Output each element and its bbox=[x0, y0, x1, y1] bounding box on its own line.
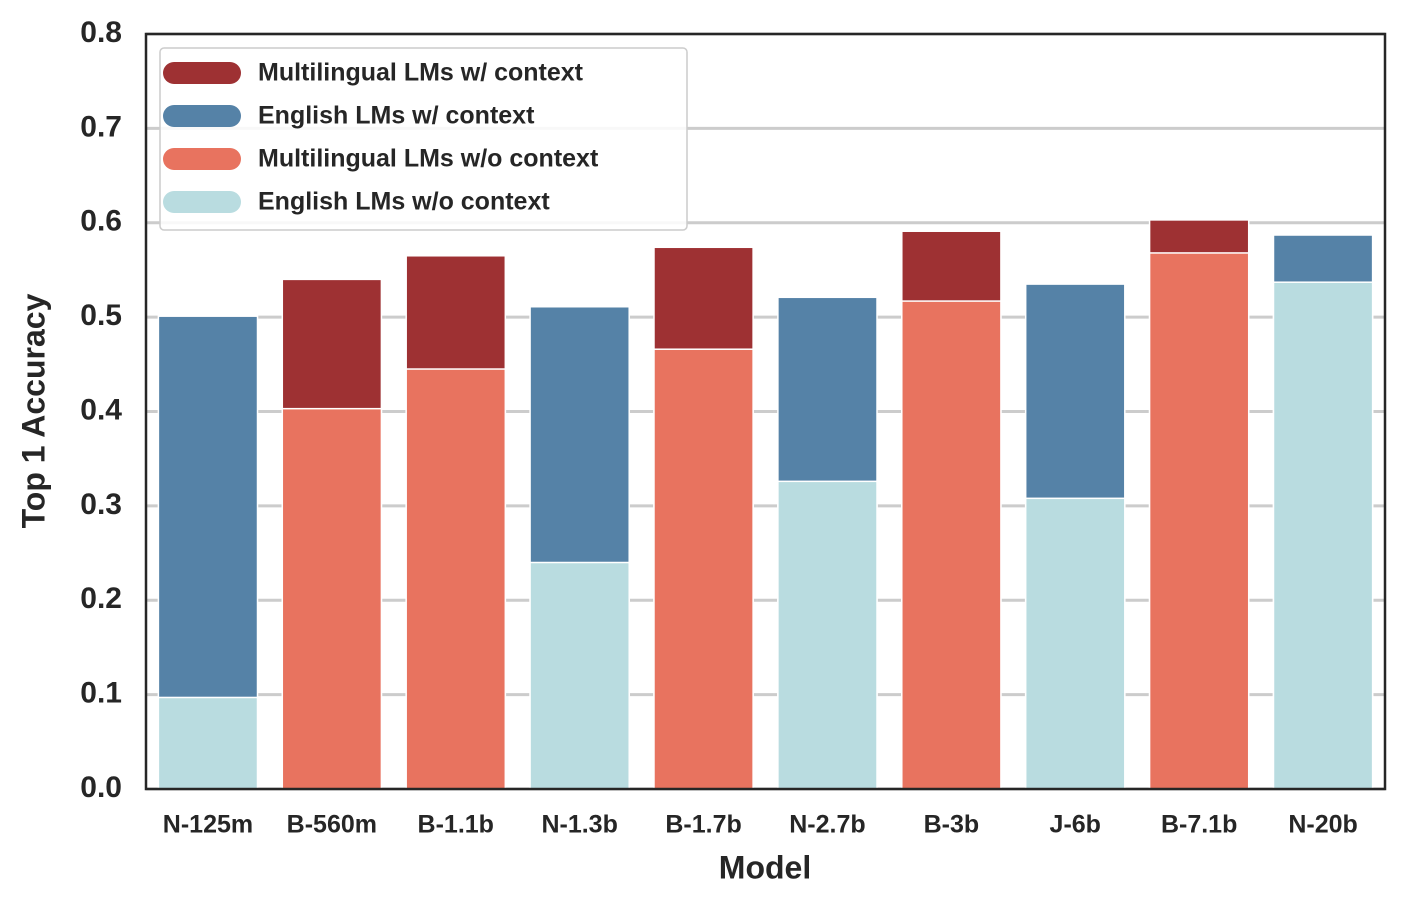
y-tick-label: 0.5 bbox=[80, 299, 122, 332]
x-tick-label: B-7.1b bbox=[1161, 811, 1237, 839]
legend-label: Multilingual LMs w/o context bbox=[258, 145, 599, 173]
y-tick-label: 0.1 bbox=[80, 677, 122, 710]
bar bbox=[281, 407, 383, 790]
y-tick-label: 0.6 bbox=[80, 205, 122, 238]
y-tick-label: 0.0 bbox=[80, 771, 122, 804]
bar bbox=[157, 696, 259, 790]
legend-label: Multilingual LMs w/ context bbox=[258, 59, 584, 87]
x-tick-label: N-20b bbox=[1288, 811, 1357, 839]
bar bbox=[1272, 281, 1374, 790]
x-tick-label: B-560m bbox=[287, 811, 377, 839]
y-axis-label: Top 1 Accuracy bbox=[15, 293, 51, 528]
bar bbox=[653, 348, 754, 790]
legend: Multilingual LMs w/ context English LMs w… bbox=[159, 47, 688, 231]
y-tick-label: 0.8 bbox=[80, 16, 122, 49]
x-tick-label: B-1.7b bbox=[665, 811, 741, 839]
bar bbox=[1024, 497, 1126, 790]
x-tick-label: N-1.3b bbox=[541, 811, 617, 839]
bar bbox=[777, 480, 878, 790]
y-tick-label: 0.7 bbox=[80, 110, 122, 143]
bar bbox=[1148, 252, 1250, 790]
x-tick-label: B-1.1b bbox=[418, 811, 494, 839]
legend-label: English LMs w/o context bbox=[258, 188, 550, 216]
bar bbox=[901, 300, 1002, 790]
y-tick-label: 0.2 bbox=[80, 582, 122, 615]
x-tick-label: N-125m bbox=[163, 811, 253, 839]
y-tick-label: 0.3 bbox=[80, 488, 122, 521]
plot-frame bbox=[144, 32, 1387, 791]
y-tick-label: 0.4 bbox=[80, 393, 122, 426]
x-axis-label: Model bbox=[719, 849, 811, 885]
x-tick-label: J-6b bbox=[1050, 811, 1101, 839]
legend-box bbox=[159, 47, 688, 231]
bar bbox=[405, 368, 507, 790]
bar bbox=[529, 561, 630, 790]
x-tick-label: B-3b bbox=[924, 811, 980, 839]
x-tick-label: N-2.7b bbox=[789, 811, 865, 839]
legend-label: English LMs w/ context bbox=[258, 102, 535, 130]
